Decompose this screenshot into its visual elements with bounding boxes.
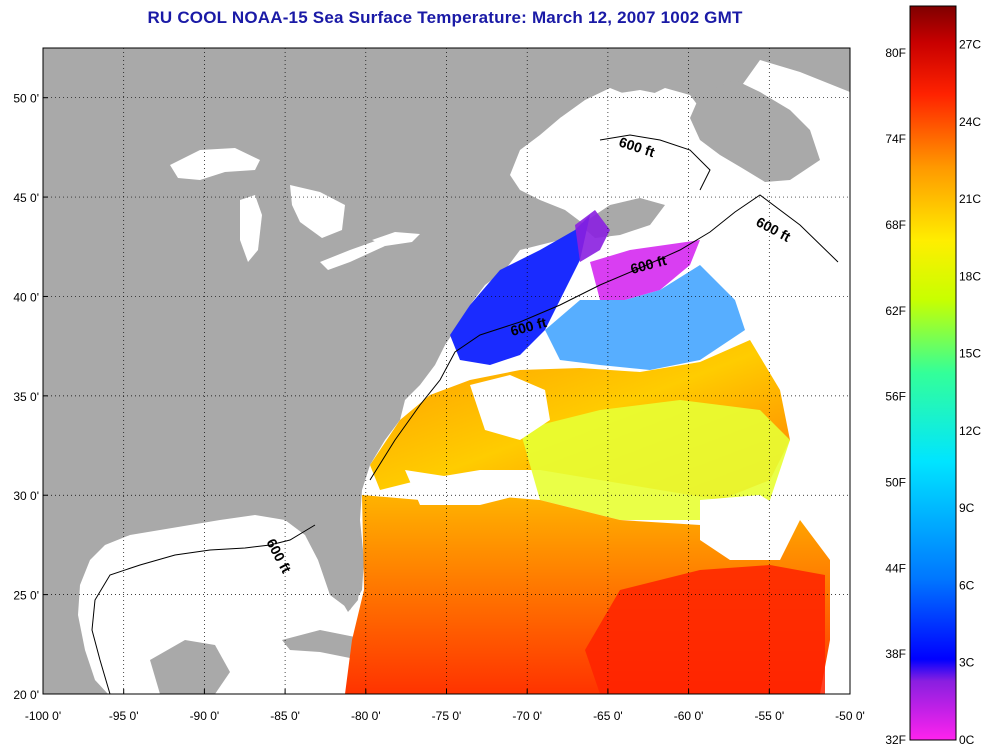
colorbar-f-label: 68F	[885, 218, 906, 232]
lat-tick-label: 40 0'	[13, 290, 39, 304]
lon-tick-label: -90 0'	[190, 709, 220, 723]
colorbar-fahrenheit-labels: 80F 74F 68F 62F 56F 50F 44F 38F 32F	[885, 46, 906, 747]
colorbar-f-label: 50F	[885, 475, 906, 489]
colorbar-c-label: 0C	[959, 733, 975, 747]
colorbar-f-label: 74F	[885, 132, 906, 146]
sst-magenta-shelf	[590, 240, 700, 300]
lon-tick-label: -85 0'	[270, 709, 300, 723]
yucatan-land	[150, 640, 230, 694]
lat-tick-label: 30 0'	[13, 489, 39, 503]
lon-tick-label: -60 0'	[674, 709, 704, 723]
colorbar-c-label: 12C	[959, 424, 981, 438]
map-title: RU COOL NOAA-15 Sea Surface Temperature:…	[147, 8, 743, 27]
isobath-600ft-gulf	[91, 524, 316, 694]
colorbar-f-label: 80F	[885, 46, 906, 60]
colorbar-f-label: 38F	[885, 647, 906, 661]
cloud-patch	[470, 375, 550, 440]
lake-michigan	[240, 195, 262, 262]
sst-red-south	[585, 565, 825, 694]
lat-tick-label: 45 0'	[13, 191, 39, 205]
colorbar-c-label: 9C	[959, 501, 975, 515]
gulf-st-lawrence	[560, 90, 715, 205]
lon-tick-label: -100 0'	[25, 709, 61, 723]
sst-slope-water	[545, 265, 745, 370]
newfoundland-land	[690, 80, 820, 182]
colorbar-f-label: 44F	[885, 561, 906, 575]
sst-yellow-sargasso	[520, 400, 790, 520]
lon-tick-label: -70 0'	[512, 709, 542, 723]
lon-tick-label: -50 0'	[835, 709, 865, 723]
colorbar-celsius-labels: 27C 24C 21C 18C 15C 12C 9C 6C 3C 0C	[959, 38, 981, 747]
colorbar-c-label: 15C	[959, 347, 981, 361]
colorbar	[909, 5, 957, 741]
isobath-600ft	[369, 194, 839, 481]
sst-cold-shelf	[450, 215, 590, 365]
longitude-tick-labels: -100 0' -95 0' -90 0' -85 0' -80 0' -75 0' -70…	[25, 689, 865, 723]
sst-very-cold-gom	[575, 210, 610, 262]
latitude-tick-labels: 50 0' 45 0' 40 0' 35 0' 30 0' 25 0' 20 0'	[13, 92, 48, 702]
lake-huron	[290, 185, 345, 238]
lat-tick-label: 50 0'	[13, 92, 39, 106]
colorbar-f-label: 62F	[885, 304, 906, 318]
colorbar-f-label: 56F	[885, 390, 906, 404]
lake-ontario	[372, 232, 420, 246]
cloud-patch-2	[700, 495, 800, 560]
lat-tick-label: 35 0'	[13, 390, 39, 404]
cloud-patch-3	[405, 470, 520, 505]
colorbar-c-label: 27C	[959, 38, 981, 52]
colorbar-f-label: 32F	[885, 733, 906, 747]
lat-tick-label: 20 0'	[13, 688, 39, 702]
lat-tick-label: 25 0'	[13, 589, 39, 603]
map-grid	[43, 48, 850, 694]
colorbar-c-label: 18C	[959, 269, 981, 283]
colorbar-c-label: 6C	[959, 578, 975, 592]
isobath-600ft-stlawrence	[599, 134, 711, 191]
lake-erie	[320, 240, 385, 270]
lon-tick-label: -65 0'	[593, 709, 623, 723]
colorbar-c-label: 24C	[959, 115, 981, 129]
lon-tick-label: -80 0'	[351, 709, 381, 723]
lon-tick-label: -75 0'	[432, 709, 462, 723]
florida-land	[318, 515, 362, 612]
lake-superior	[170, 148, 260, 180]
colorbar-c-label: 21C	[959, 192, 981, 206]
colorbar-c-label: 3C	[959, 656, 975, 670]
lon-tick-label: -95 0'	[109, 709, 139, 723]
lon-tick-label: -55 0'	[754, 709, 784, 723]
